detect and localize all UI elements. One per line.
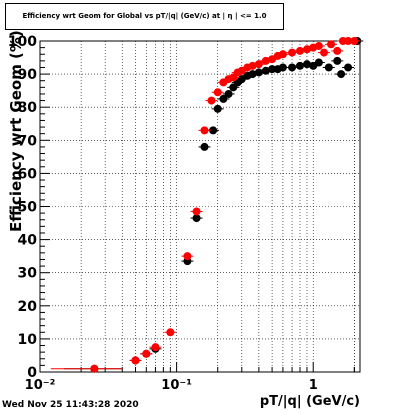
data-point bbox=[254, 60, 263, 69]
data-point bbox=[295, 61, 304, 70]
data-point bbox=[90, 364, 99, 373]
y-tick-label: 30 bbox=[18, 266, 38, 282]
data-point bbox=[131, 356, 140, 365]
data-point bbox=[278, 50, 287, 59]
y-tick-label: 10 bbox=[18, 332, 38, 348]
series-black bbox=[64, 37, 364, 373]
y-tick-label: 40 bbox=[18, 233, 38, 249]
data-point bbox=[224, 89, 233, 98]
data-point bbox=[337, 70, 346, 79]
data-point bbox=[200, 126, 209, 135]
timestamp: Wed Nov 25 11:43:28 2020 bbox=[2, 400, 139, 410]
grid-lines bbox=[40, 41, 360, 372]
x-tick-label: 10⁻¹ bbox=[161, 378, 192, 393]
data-point bbox=[333, 56, 342, 65]
data-point bbox=[344, 63, 353, 72]
data-point bbox=[151, 343, 160, 352]
chart-title: Efficiency wrt Geom for Global vs pT/|q|… bbox=[5, 3, 284, 30]
data-point bbox=[320, 48, 329, 57]
y-tick-label: 80 bbox=[18, 100, 38, 116]
data-point bbox=[183, 252, 192, 261]
data-point bbox=[219, 94, 228, 103]
data-point bbox=[288, 48, 297, 57]
y-tick-label: 100 bbox=[8, 34, 37, 50]
y-tick-label: 60 bbox=[18, 166, 38, 182]
data-point bbox=[192, 214, 201, 223]
data-point bbox=[350, 37, 359, 45]
data-point bbox=[278, 63, 287, 72]
y-tick-label: 50 bbox=[18, 200, 38, 216]
x-tick-label: 1 bbox=[309, 378, 318, 393]
y-tick-label: 0 bbox=[27, 365, 37, 381]
data-point bbox=[288, 63, 297, 72]
data-point bbox=[314, 41, 323, 50]
data-point bbox=[200, 142, 209, 151]
data-point bbox=[142, 349, 151, 358]
data-point bbox=[213, 88, 222, 97]
y-axis-label: Efficiency wrt Geom (%) bbox=[7, 30, 25, 232]
y-tick-label: 90 bbox=[18, 67, 38, 83]
x-axis-label: pT/|q| (GeV/c) bbox=[260, 394, 360, 409]
data-marks bbox=[50, 37, 364, 373]
data-point bbox=[344, 37, 353, 45]
data-point bbox=[314, 58, 323, 67]
series-red bbox=[50, 37, 361, 373]
data-point bbox=[192, 207, 201, 216]
data-point bbox=[333, 46, 342, 55]
data-point bbox=[207, 96, 216, 105]
data-point bbox=[295, 46, 304, 55]
y-tick-label: 20 bbox=[18, 299, 38, 315]
data-point bbox=[327, 40, 336, 49]
x-tick-label: 10⁻² bbox=[25, 378, 56, 393]
data-point bbox=[324, 63, 333, 72]
data-point bbox=[209, 126, 218, 135]
data-point bbox=[254, 68, 263, 77]
data-point bbox=[166, 328, 175, 337]
y-tick-label: 70 bbox=[18, 133, 38, 149]
data-point bbox=[213, 104, 222, 113]
